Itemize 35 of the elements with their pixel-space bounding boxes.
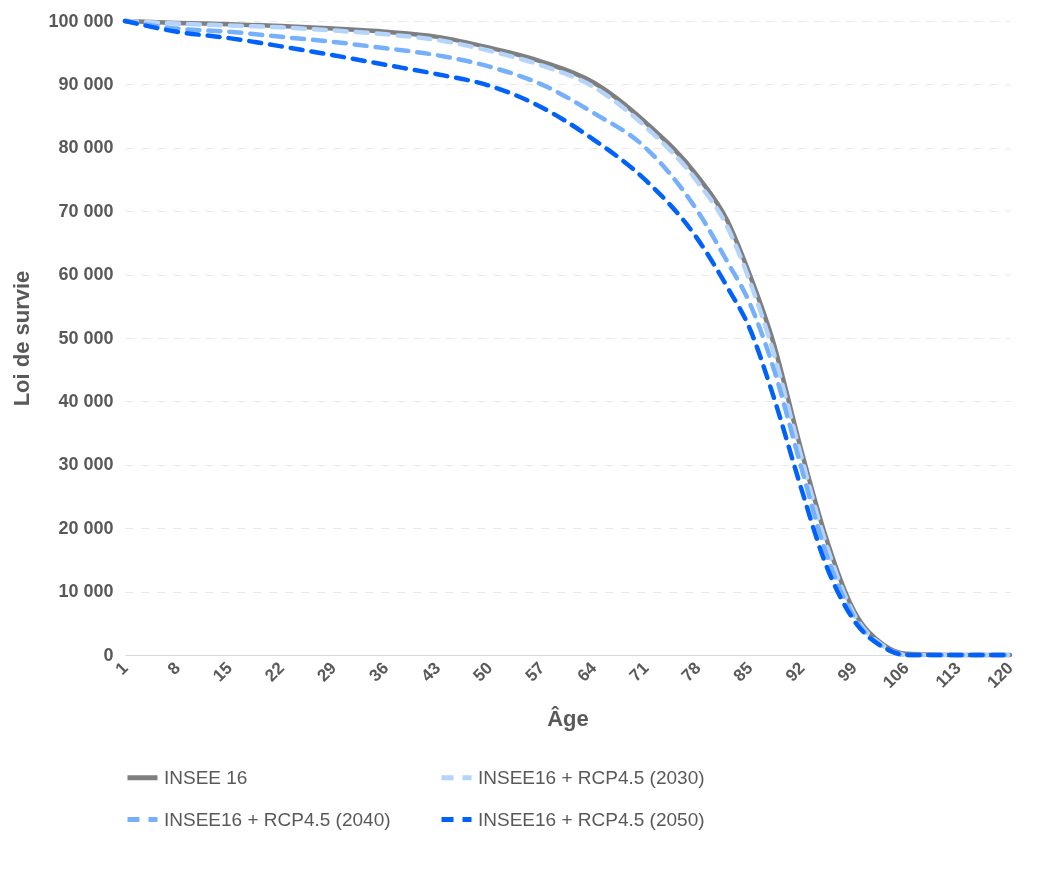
x-tick-label: 22: [261, 658, 289, 686]
x-tick-label: 99: [833, 658, 861, 686]
y-tick-label: 40 000: [58, 390, 114, 411]
y-tick-label: 20 000: [58, 517, 114, 538]
legend-label: INSEE16 + RCP4.5 (2030): [478, 766, 705, 788]
y-tick-label: 0: [103, 644, 114, 665]
x-tick-label: 36: [365, 658, 393, 686]
y-tick-label: 50 000: [58, 327, 114, 348]
x-tick-label: 120: [983, 658, 1017, 692]
x-tick-label: 43: [417, 658, 445, 686]
y-tick-label: 10 000: [58, 581, 114, 602]
x-tick-label: 64: [573, 658, 601, 686]
x-tick-label: 113: [931, 658, 965, 692]
x-tick-label: 29: [313, 658, 341, 686]
y-axis-title: Loi de survie: [9, 270, 35, 407]
x-tick-label: 71: [625, 658, 653, 686]
x-tick-label: 78: [677, 658, 705, 686]
x-tick-label: 50: [469, 658, 497, 686]
x-tick-label: 92: [781, 658, 809, 686]
legend-label: INSEE 16: [164, 766, 248, 788]
x-tick-label: 1: [111, 658, 132, 679]
x-axis-title: Âge: [547, 706, 589, 732]
x-tick-label: 85: [729, 658, 757, 686]
legend-label: INSEE16 + RCP4.5 (2050): [478, 808, 705, 830]
y-tick-label: 80 000: [58, 137, 114, 158]
y-tick-label: 30 000: [58, 454, 114, 475]
x-tick-label: 57: [521, 658, 549, 686]
y-tick-label: 100 000: [48, 10, 114, 31]
y-tick-label: 70 000: [58, 200, 114, 221]
legend-label: INSEE16 + RCP4.5 (2040): [164, 808, 391, 830]
y-tick-label: 90 000: [58, 73, 114, 94]
x-tick-label: 8: [163, 658, 184, 679]
x-tick-label: 106: [879, 658, 913, 692]
x-tick-label: 15: [209, 658, 236, 686]
y-tick-label: 60 000: [58, 264, 114, 285]
